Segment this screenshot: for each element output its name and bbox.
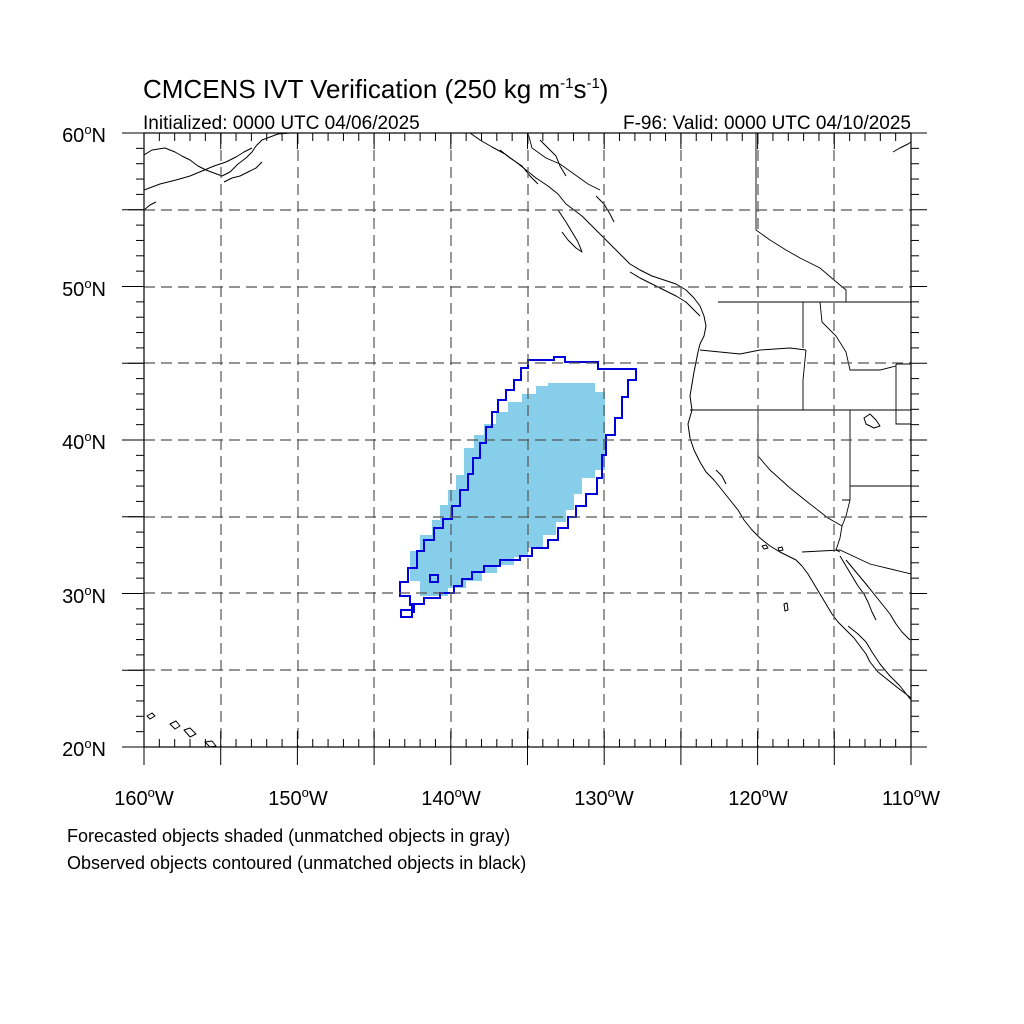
valid-label: F-96: Valid: 0000 UTC 04/10/2025	[623, 113, 911, 134]
lat-label-30: 30oN	[62, 583, 106, 608]
lat-label-40: 40oN	[62, 429, 106, 454]
forecast-note: Forecasted objects shaded (unmatched obj…	[67, 826, 510, 846]
lon-label-120: 120oW	[728, 785, 788, 810]
lon-label-140: 140oW	[421, 785, 481, 810]
lat-label-60: 60oN	[62, 122, 106, 147]
lon-label-130: 130oW	[574, 785, 634, 810]
lat-label-50: 50oN	[62, 276, 106, 301]
political-borders	[527, 133, 911, 575]
map-title: CMCENS IVT Verification (250 kg m-1s-1)	[143, 74, 608, 104]
lat-axis-labels: 60oN 50oN 40oN 30oN 20oN	[62, 122, 106, 761]
initialized-label: Initialized: 0000 UTC 04/06/2025	[143, 113, 420, 134]
observed-object-contour	[399, 356, 637, 618]
coastlines	[144, 133, 911, 747]
observed-note: Observed objects contoured (unmatched ob…	[67, 853, 526, 873]
lat-label-20: 20oN	[62, 736, 106, 761]
lon-label-150: 150oW	[268, 785, 328, 810]
map-area	[144, 133, 911, 747]
observed-object-small-contour	[429, 574, 439, 583]
gridlines	[144, 133, 911, 747]
forecast-object	[410, 383, 605, 596]
lon-label-110: 110oW	[882, 785, 940, 810]
lon-axis-labels: 160oW 150oW 140oW 130oW 120oW 110oW	[114, 785, 940, 810]
axis-ticks	[122, 132, 927, 765]
lon-label-160: 160oW	[114, 785, 174, 810]
